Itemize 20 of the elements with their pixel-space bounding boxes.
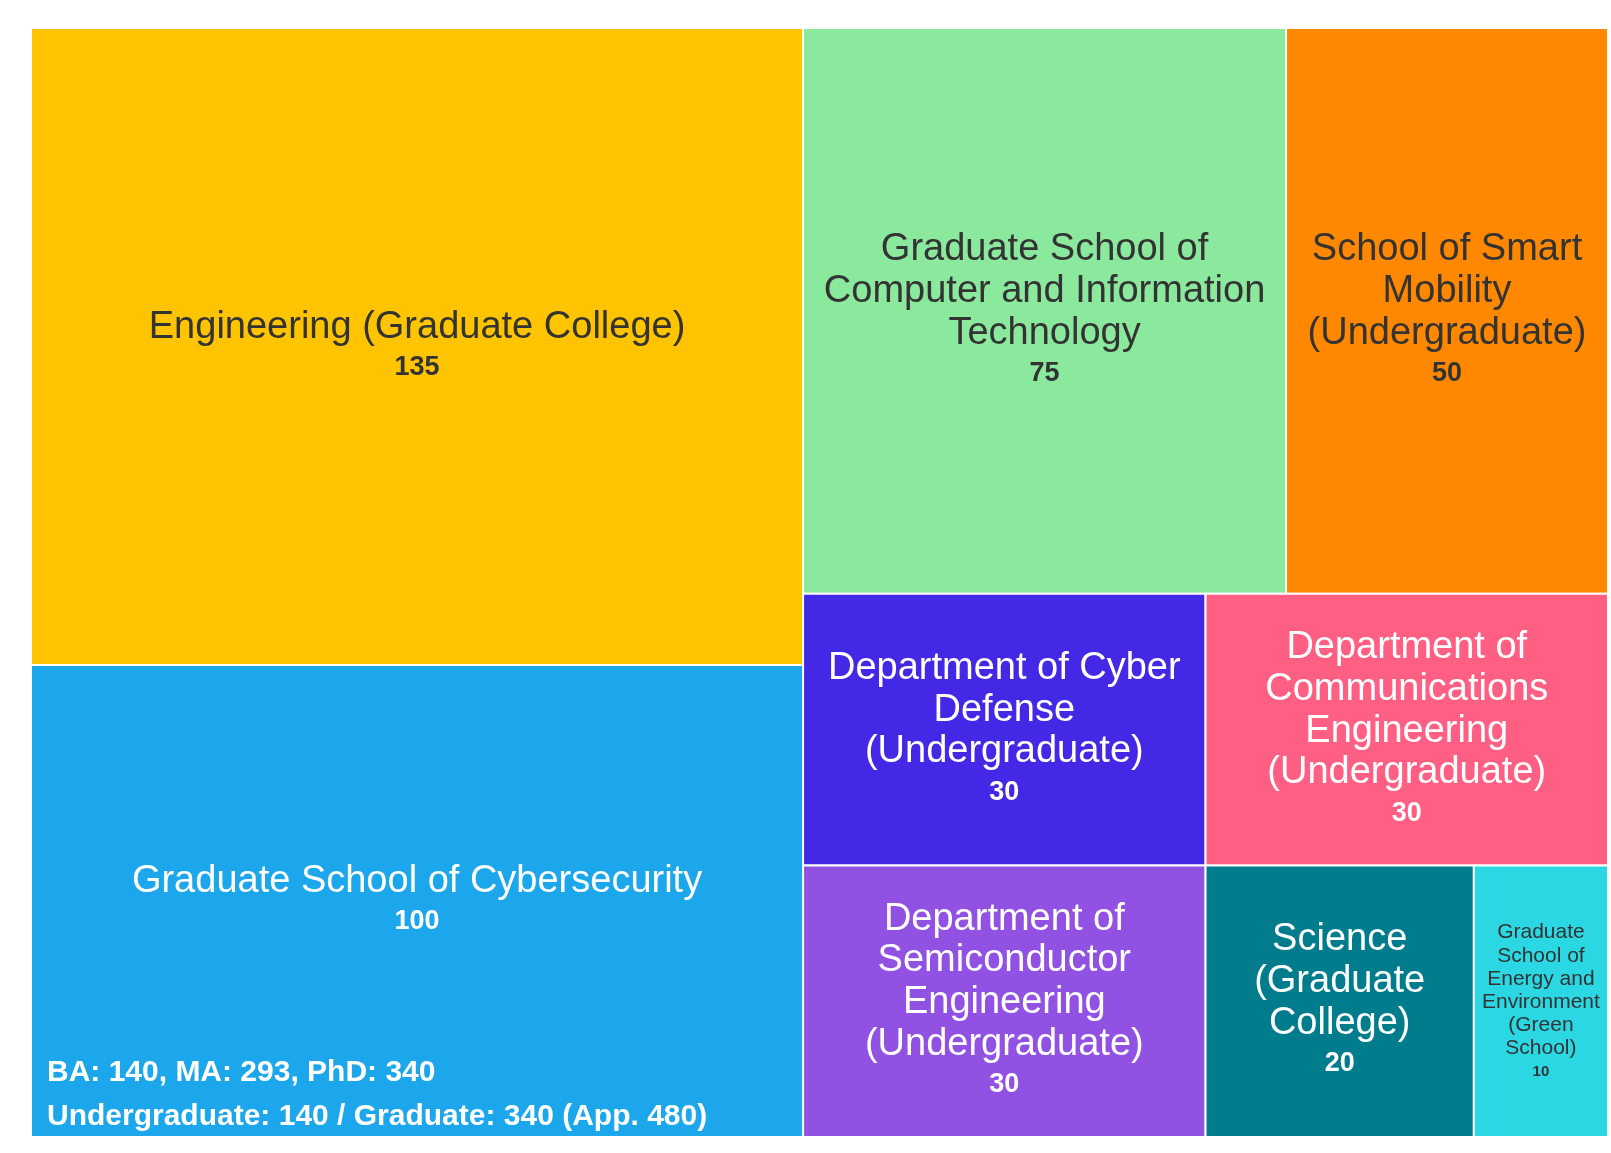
category-label: Department of Cyber Defense (Undergraduate) [827,644,1181,771]
category-label: Graduate School of Energy and Environment (Green School) [1481,919,1601,1058]
data-label: 135 [394,350,440,381]
category-label: Department of Semiconductor Engineering (Undergraduate) [864,895,1144,1063]
data-label: 30 [989,775,1020,806]
category-label: Science (Graduate College) [1254,916,1426,1043]
category-label: Department of Communications Engineering (Undergraduate) [1265,623,1549,792]
data-label: 50 [1431,357,1463,388]
category-label: Graduate School of Computer and Information Technology [823,226,1266,352]
data-label: 30 [1391,796,1422,827]
data-label: 100 [394,905,440,936]
category-label: Graduate School of Cybersecurity [131,858,703,901]
category-label: Engineering (Graduate College) [148,303,686,346]
text: BA: 140, MA: 293, PhD: 340 [47,1054,436,1087]
text: Undergraduate: 140 / Graduate: 340 (App. 480) [47,1098,708,1131]
data-label: 30 [989,1068,1020,1099]
category-label: School of Smart Mobility (Undergraduate) [1307,226,1587,352]
data-label: 10 [1532,1062,1550,1080]
data-label: 20 [1324,1047,1355,1078]
data-label: 75 [1029,357,1060,388]
